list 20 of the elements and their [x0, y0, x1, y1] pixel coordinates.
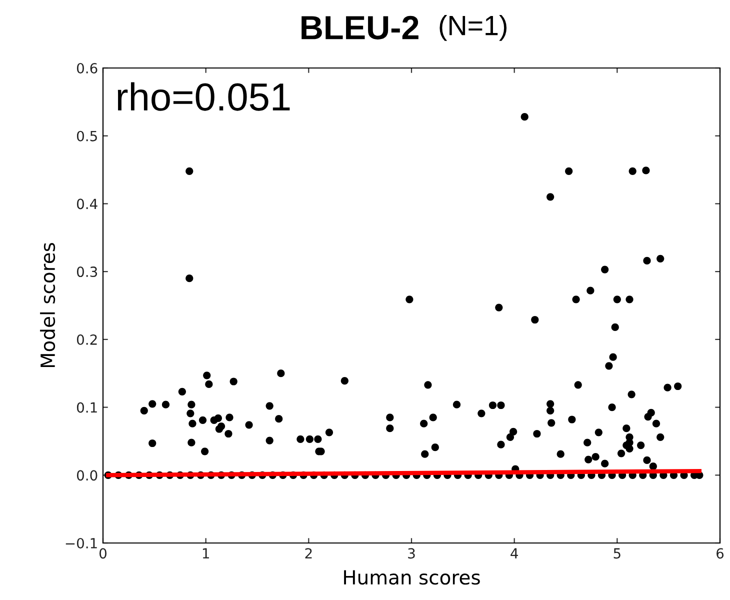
- y-tick-label: 0.1: [76, 402, 97, 413]
- y-tick-label: 0.4: [76, 198, 98, 210]
- chart-subtitle: (N=1): [440, 15, 507, 41]
- x-tick-label: 5: [614, 548, 620, 559]
- x-axis-title: Human scores: [344, 570, 480, 585]
- annotation: rho=0.051: [118, 82, 290, 111]
- y-tick-label: 0.2: [76, 334, 97, 345]
- y-tick-label: 0.3: [76, 266, 98, 278]
- chart-title: BLEU-2: [302, 16, 418, 40]
- x-tick-label: 4: [510, 548, 518, 558]
- y-tick-label: 0.5: [76, 130, 97, 142]
- y-tick-label: 0.6: [76, 62, 98, 74]
- x-tick-label: 0: [99, 548, 106, 559]
- x-tick-label: 6: [716, 548, 724, 559]
- y-tick-label: 0.0: [76, 470, 98, 481]
- x-tick-label: 2: [305, 548, 312, 558]
- y-axis-title: Model scores: [40, 242, 56, 368]
- y-tick-label: −0.1: [66, 538, 97, 548]
- x-tick-label: 3: [408, 548, 415, 559]
- x-tick-label: 1: [202, 548, 209, 558]
